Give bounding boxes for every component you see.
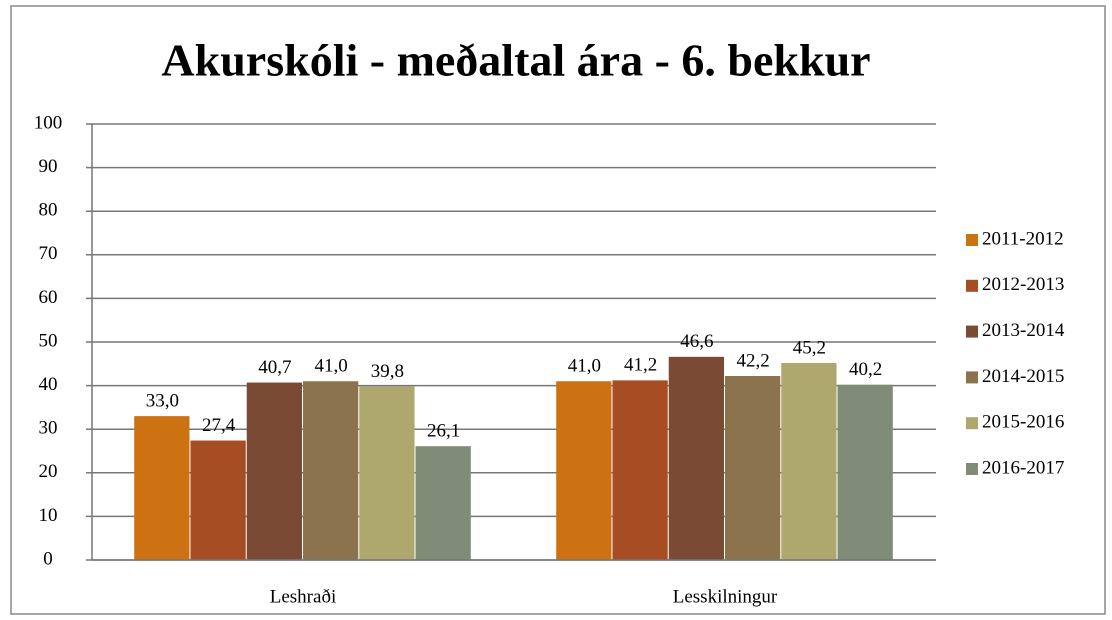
y-tick-label: 30 bbox=[39, 418, 58, 439]
y-tick-label: 20 bbox=[39, 461, 58, 482]
legend-label: 2015-2016 bbox=[982, 412, 1064, 433]
bar bbox=[781, 362, 837, 560]
bar bbox=[725, 376, 781, 560]
legend-label: 2012-2013 bbox=[982, 274, 1064, 295]
data-label: 40,2 bbox=[849, 359, 882, 380]
data-label: 41,0 bbox=[568, 356, 601, 377]
y-tick-label: 10 bbox=[39, 505, 58, 526]
bar bbox=[612, 380, 668, 560]
y-tick-label: 90 bbox=[39, 156, 58, 177]
y-tick-label: 100 bbox=[34, 112, 63, 133]
legend-label: 2011-2012 bbox=[982, 228, 1064, 249]
bar bbox=[190, 440, 246, 560]
y-tick-label: 80 bbox=[39, 200, 58, 221]
bar bbox=[668, 356, 724, 560]
legend-swatch bbox=[966, 325, 978, 338]
data-label: 26,1 bbox=[427, 421, 460, 442]
data-label: 27,4 bbox=[202, 415, 236, 436]
bar bbox=[415, 446, 471, 560]
data-label: 45,2 bbox=[793, 337, 826, 358]
legend-swatch bbox=[966, 417, 978, 430]
bar bbox=[837, 384, 893, 560]
data-label: 41,2 bbox=[624, 355, 657, 376]
data-label: 42,2 bbox=[737, 350, 770, 371]
y-tick-label: 70 bbox=[39, 243, 58, 264]
legend-swatch bbox=[966, 371, 978, 384]
data-label: 41,0 bbox=[315, 356, 348, 377]
legend-label: 2013-2014 bbox=[982, 320, 1065, 341]
data-label: 39,8 bbox=[371, 361, 404, 382]
bar bbox=[556, 381, 612, 560]
x-tick-label: Lesskilningur bbox=[673, 586, 778, 607]
data-label: 46,6 bbox=[680, 331, 713, 352]
data-label: 33,0 bbox=[146, 390, 179, 411]
legend-swatch bbox=[966, 279, 978, 292]
x-tick-label: Leshraði bbox=[270, 586, 336, 607]
legend-swatch bbox=[966, 463, 978, 475]
chart-title: Akurskóli - meðaltal ára - 6. bekkur bbox=[161, 35, 870, 86]
legend-label: 2016-2017 bbox=[982, 457, 1064, 478]
bar bbox=[359, 386, 415, 560]
y-tick-label: 60 bbox=[39, 287, 58, 308]
y-tick-label: 0 bbox=[43, 548, 53, 569]
bar bbox=[303, 381, 359, 560]
y-tick-label: 50 bbox=[39, 330, 58, 351]
data-label: 40,7 bbox=[258, 357, 291, 378]
legend-label: 2014-2015 bbox=[982, 366, 1064, 387]
bar bbox=[134, 416, 190, 560]
legend-swatch bbox=[966, 234, 978, 246]
y-tick-label: 40 bbox=[39, 374, 58, 395]
bar bbox=[246, 382, 302, 560]
